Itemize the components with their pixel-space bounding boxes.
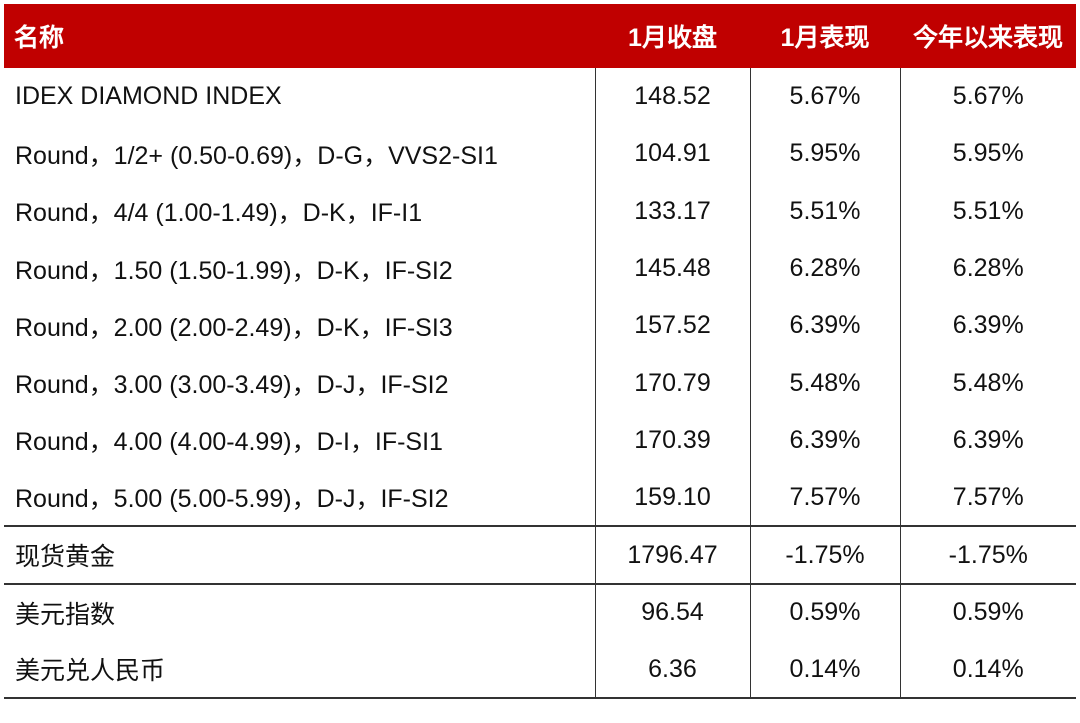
- row-ytd: 0.59%: [899, 582, 1076, 641]
- row-month: 5.48%: [749, 354, 901, 412]
- row-name: Round，4/4 (1.00-1.49)，D-K，IF-I1: [4, 182, 596, 240]
- row-close: 6.36: [594, 640, 751, 700]
- row-ytd: 0.14%: [899, 640, 1076, 700]
- row-month: 0.14%: [749, 640, 901, 700]
- row-close: 170.39: [594, 411, 751, 470]
- row-name: Round，1.50 (1.50-1.99)，D-K，IF-SI2: [4, 239, 596, 298]
- row-name: 美元兑人民币: [4, 640, 596, 700]
- row-month: 0.59%: [749, 582, 901, 641]
- row-close: 157.52: [594, 297, 751, 355]
- row-month: 6.39%: [749, 297, 901, 355]
- row-name: Round，3.00 (3.00-3.49)，D-J，IF-SI2: [4, 354, 596, 412]
- table-body: IDEX DIAMOND INDEX 148.52 5.67% 5.67% Ro…: [4, 68, 1076, 700]
- row-ytd: -1.75%: [899, 525, 1076, 584]
- row-close: 170.79: [594, 354, 751, 412]
- row-close: 1796.47: [594, 525, 751, 584]
- row-ytd: 7.57%: [899, 469, 1076, 527]
- row-ytd: 5.48%: [899, 354, 1076, 412]
- row-month: 5.95%: [749, 125, 901, 183]
- table-row: Round，4/4 (1.00-1.49)，D-K，IF-I1 133.17 5…: [4, 182, 1076, 240]
- row-close: 148.52: [594, 68, 751, 126]
- row-close: 96.54: [594, 582, 751, 641]
- row-ytd: 5.95%: [899, 125, 1076, 183]
- row-close: 104.91: [594, 125, 751, 183]
- performance-table-container: 名称 1月收盘 1月表现 今年以来表现 IDEX DIAMOND INDEX 1…: [4, 4, 1076, 700]
- table-row: Round，3.00 (3.00-3.49)，D-J，IF-SI2 170.79…: [4, 354, 1076, 412]
- row-month: 5.67%: [749, 68, 901, 126]
- header-row: 名称 1月收盘 1月表现 今年以来表现: [4, 4, 1076, 68]
- row-name: 美元指数: [4, 582, 596, 641]
- table-row: Round，5.00 (5.00-5.99)，D-J，IF-SI2 159.10…: [4, 469, 1076, 527]
- table-row: 美元指数 96.54 0.59% 0.59%: [4, 582, 1076, 641]
- header-close: 1月收盘: [628, 24, 717, 52]
- row-ytd: 6.28%: [899, 239, 1076, 298]
- row-name: Round，4.00 (4.00-4.99)，D-I，IF-SI1: [4, 411, 596, 470]
- table-row: Round，2.00 (2.00-2.49)，D-K，IF-SI3 157.52…: [4, 297, 1076, 355]
- row-name: Round，1/2+ (0.50-0.69)，D-G，VVS2-SI1: [4, 125, 596, 183]
- table-row: 美元兑人民币 6.36 0.14% 0.14%: [4, 640, 1076, 700]
- table-row: 现货黄金 1796.47 -1.75% -1.75%: [4, 525, 1076, 584]
- row-close: 145.48: [594, 239, 751, 298]
- row-ytd: 6.39%: [899, 411, 1076, 470]
- row-month: 6.28%: [749, 239, 901, 298]
- header-name: 名称: [14, 24, 65, 52]
- row-name: IDEX DIAMOND INDEX: [4, 68, 596, 126]
- table-row: Round，1.50 (1.50-1.99)，D-K，IF-SI2 145.48…: [4, 239, 1076, 298]
- row-month: -1.75%: [749, 525, 901, 584]
- header-ytd: 今年以来表现: [912, 24, 1063, 52]
- row-name: Round，5.00 (5.00-5.99)，D-J，IF-SI2: [4, 469, 596, 527]
- header-month: 1月表现: [780, 24, 870, 52]
- row-month: 7.57%: [749, 469, 901, 527]
- table-row: Round，1/2+ (0.50-0.69)，D-G，VVS2-SI1 104.…: [4, 125, 1076, 183]
- row-month: 6.39%: [749, 411, 901, 470]
- table-row: IDEX DIAMOND INDEX 148.52 5.67% 5.67%: [4, 68, 1076, 126]
- row-month: 5.51%: [749, 182, 901, 240]
- row-ytd: 6.39%: [899, 297, 1076, 355]
- row-name: Round，2.00 (2.00-2.49)，D-K，IF-SI3: [4, 297, 596, 355]
- row-ytd: 5.67%: [899, 68, 1076, 126]
- table-header: 名称 1月收盘 1月表现 今年以来表现: [4, 4, 1076, 68]
- table-row: Round，4.00 (4.00-4.99)，D-I，IF-SI1 170.39…: [4, 411, 1076, 470]
- row-close: 133.17: [594, 182, 751, 240]
- performance-table: 名称 1月收盘 1月表现 今年以来表现 IDEX DIAMOND INDEX 1…: [4, 4, 1076, 700]
- row-close: 159.10: [594, 469, 751, 527]
- row-name: 现货黄金: [4, 525, 596, 584]
- row-ytd: 5.51%: [899, 182, 1076, 240]
